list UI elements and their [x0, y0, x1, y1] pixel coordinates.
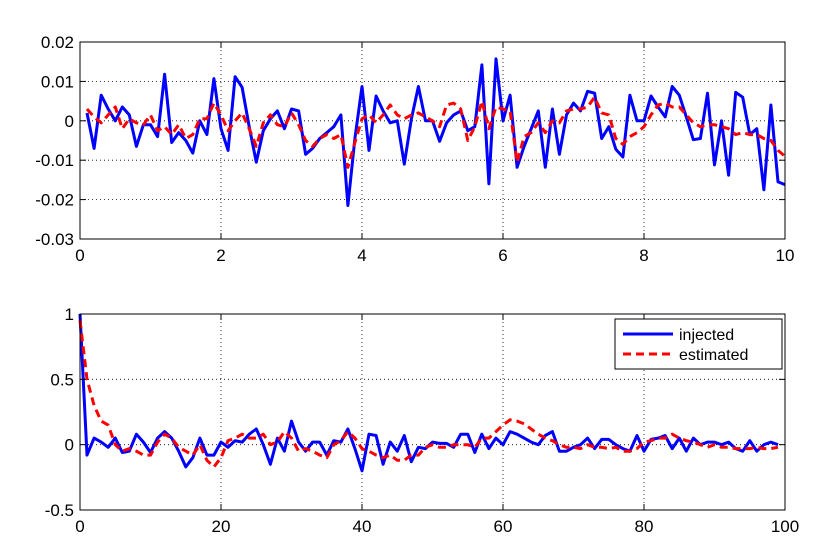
y-tick-label: 1: [65, 305, 74, 324]
x-tick-label: 8: [639, 246, 648, 265]
y-tick-label: 0: [65, 436, 74, 455]
y-tick-label: -0.03: [35, 230, 74, 249]
y-tick-label: -0.02: [35, 191, 74, 210]
x-tick-label: 100: [771, 517, 799, 536]
top-plot-tick-labels: 0 2 4 6 8 10 -0.03 -0.02 -0.01 0 0.01 0.02: [35, 33, 794, 265]
y-tick-label: -0.01: [35, 151, 74, 170]
legend: injected estimated: [614, 318, 783, 370]
legend-label: estimated: [679, 347, 748, 364]
y-tick-label: 0: [65, 112, 74, 131]
bottom-plot-lines: [78, 313, 779, 473]
legend-box: [614, 318, 783, 370]
top-plot-lines: [85, 57, 786, 207]
top-plot-frame: [79, 41, 786, 240]
x-tick-label: 0: [75, 246, 84, 265]
top-plot: 0 2 4 6 8 10 -0.03 -0.02 -0.01 0 0.01 0.02: [35, 33, 794, 265]
bottom-plot-ticks: [79, 313, 786, 511]
dashed-series-line: [78, 320, 779, 469]
bottom-plot-tick-labels: 0 20 40 60 80 100-0.500.51: [45, 305, 799, 536]
x-tick-label: 6: [498, 246, 507, 265]
x-tick-label: 0: [75, 517, 84, 536]
y-tick-label: 0.02: [41, 33, 74, 52]
x-tick-label: 4: [357, 246, 366, 265]
x-tick-label: 10: [776, 246, 795, 265]
dashed-series-line: [85, 95, 786, 169]
y-tick-label: 0.5: [50, 370, 74, 389]
y-tick-label: 0.01: [41, 72, 74, 91]
x-tick-label: 80: [635, 517, 654, 536]
x-tick-label: 60: [494, 517, 513, 536]
top-plot-ticks: [79, 41, 786, 240]
y-tick-label: -0.5: [45, 501, 74, 520]
legend-label: injected: [679, 327, 734, 344]
x-tick-label: 20: [212, 517, 231, 536]
bottom-plot-frame: [79, 313, 786, 511]
x-tick-label: 40: [353, 517, 372, 536]
x-tick-label: 2: [216, 246, 225, 265]
solid-series-line: [85, 57, 786, 207]
